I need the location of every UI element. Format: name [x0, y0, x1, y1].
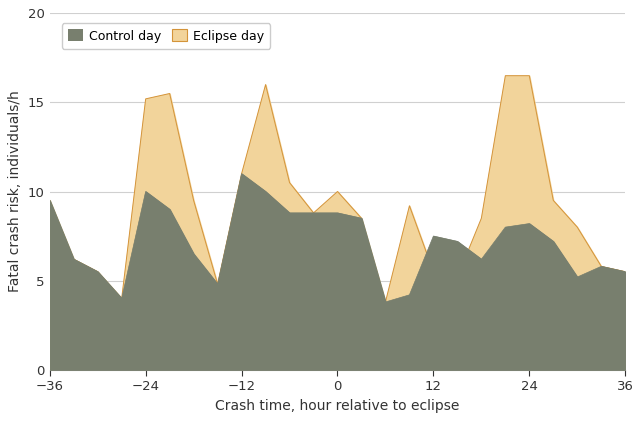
Legend: Control day, Eclipse day: Control day, Eclipse day — [62, 23, 270, 49]
X-axis label: Crash time, hour relative to eclipse: Crash time, hour relative to eclipse — [215, 399, 460, 413]
Y-axis label: Fatal crash risk, individuals/h: Fatal crash risk, individuals/h — [8, 91, 22, 293]
